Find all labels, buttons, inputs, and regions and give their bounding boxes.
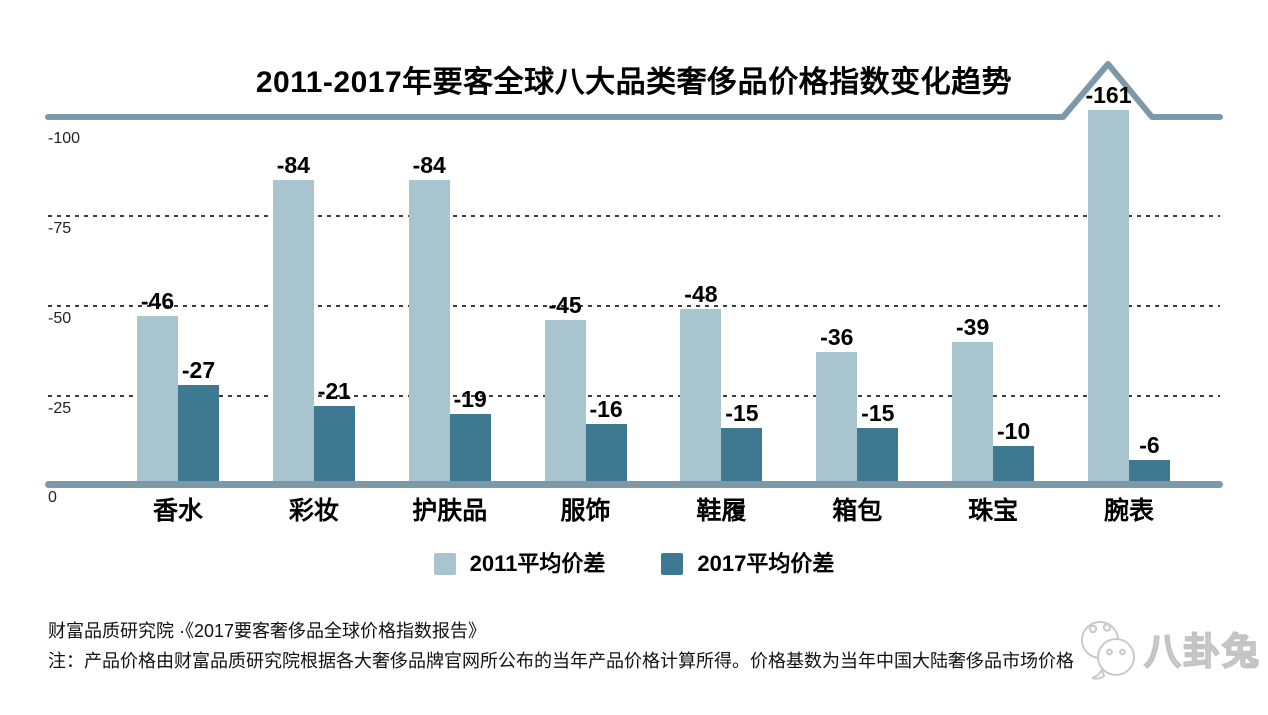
bar-series2-彩妆 bbox=[313, 406, 355, 482]
legend-swatch bbox=[661, 553, 684, 575]
bar-series2-鞋履 bbox=[721, 428, 763, 482]
y-tick-label: -75 bbox=[48, 220, 72, 237]
bar-series2-珠宝 bbox=[993, 446, 1035, 482]
legend-item-1: 2011平均价差 bbox=[433, 551, 606, 576]
bar-series2-箱包 bbox=[857, 428, 899, 482]
bar-value-label: -15 bbox=[725, 400, 759, 426]
bars-layer: -46 -27 -84 -21 -84 -19 -45 -16 -48 -15 -36 -15 -39 -… bbox=[137, 82, 1170, 482]
note-text: 注：产品价格由财富品质研究院根据各大奢侈品牌官网所公布的当年产品价格计算所得。价… bbox=[48, 651, 1074, 671]
bar-series1-鞋履 bbox=[680, 309, 722, 482]
gridline-minus-50 bbox=[48, 305, 1220, 307]
gridline-minus-25 bbox=[48, 395, 1220, 397]
gridline-minus-75 bbox=[48, 215, 1220, 217]
bar-series1-服饰 bbox=[544, 320, 586, 482]
category-label: 珠宝 bbox=[968, 497, 1019, 525]
category-label: 箱包 bbox=[832, 497, 883, 525]
bar-value-label: -48 bbox=[684, 281, 718, 308]
watermark-label: 八卦兔 bbox=[1143, 630, 1261, 672]
bar-series2-护肤品 bbox=[449, 413, 491, 482]
bar-value-label: -10 bbox=[997, 418, 1031, 444]
bar-value-label: -161 bbox=[1085, 82, 1132, 108]
bar-value-label: -84 bbox=[276, 151, 310, 178]
bar-value-label: -27 bbox=[181, 356, 216, 383]
legend: 2011平均价差 2017平均价差 bbox=[0, 553, 1268, 575]
source-text: 财富品质研究院 ·《2017要客奢侈品全球价格指数报告》 bbox=[48, 621, 487, 641]
bar-value-label: -84 bbox=[412, 151, 446, 178]
bar-series2-香水 bbox=[178, 384, 219, 482]
bar-value-label: -19 bbox=[453, 385, 487, 412]
legend-swatch bbox=[433, 553, 456, 575]
rabbit-icon bbox=[1081, 621, 1135, 680]
bar-series1-珠宝 bbox=[952, 341, 994, 482]
bar-value-label: -6 bbox=[1139, 432, 1160, 459]
y-tick-label: 0 bbox=[48, 489, 57, 506]
category-label: 护肤品 bbox=[412, 497, 488, 525]
category-label: 服饰 bbox=[560, 497, 611, 525]
legend-item-2: 2017平均价差 bbox=[661, 553, 834, 575]
bar-value-label: -21 bbox=[317, 378, 351, 405]
x-axis-line bbox=[45, 481, 1223, 488]
watermark: 八卦兔 bbox=[1072, 618, 1261, 684]
bar-series1-香水 bbox=[137, 316, 178, 482]
bar-value-label: -36 bbox=[820, 324, 854, 351]
legend-label: 2017平均价差 bbox=[697, 551, 835, 576]
category-label: 腕表 bbox=[1103, 497, 1154, 525]
bar-value-label: -46 bbox=[140, 288, 175, 315]
y-tick-label: -100 bbox=[48, 130, 81, 147]
bar-value-label: -39 bbox=[956, 313, 990, 340]
bar-value-label: -16 bbox=[589, 396, 623, 423]
y-tick-label: -25 bbox=[48, 400, 72, 417]
bar-series1-腕表 bbox=[1087, 110, 1129, 482]
bar-value-label: -15 bbox=[861, 400, 895, 426]
bar-series2-服饰 bbox=[585, 424, 627, 482]
chart-title: 2011-2017年要客全球八大品类奢侈品价格指数变化趋势 bbox=[255, 66, 1013, 99]
bar-series1-箱包 bbox=[816, 352, 858, 482]
category-label: 鞋履 bbox=[696, 497, 747, 525]
bar-series1-护肤品 bbox=[408, 179, 450, 482]
legend-label: 2011平均价差 bbox=[469, 551, 606, 576]
y-tick-label: -50 bbox=[48, 310, 72, 327]
bar-series2-腕表 bbox=[1128, 460, 1170, 482]
category-label: 香水 bbox=[152, 497, 204, 525]
bar-series1-彩妆 bbox=[272, 179, 314, 482]
top-axis-line-with-peak bbox=[45, 61, 1223, 120]
category-label: 彩妆 bbox=[288, 497, 339, 525]
bar-value-label: -45 bbox=[548, 292, 582, 318]
